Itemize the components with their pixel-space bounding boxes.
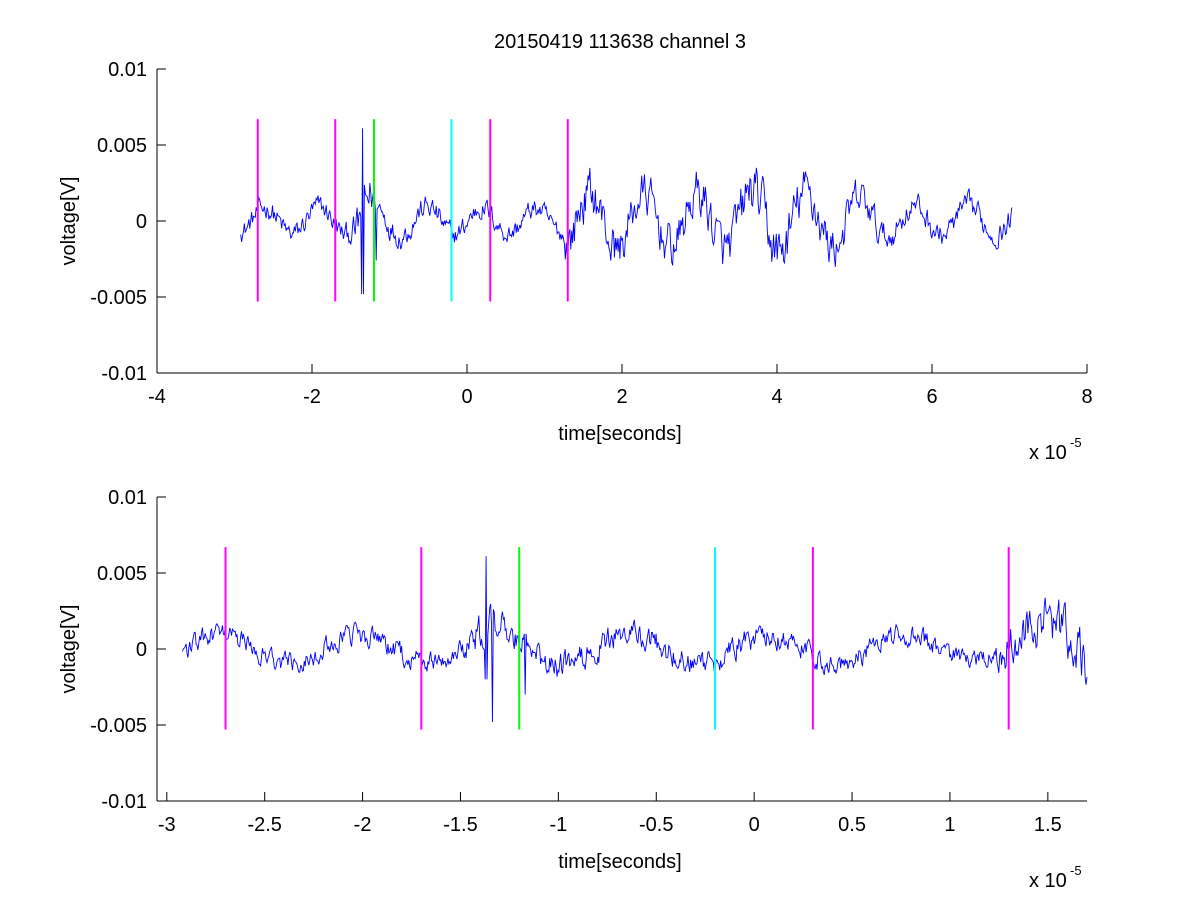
x-tick-label: -4 [148,386,166,408]
x-tick-label: -0.5 [639,814,673,836]
figure-title: 20150419 113638 channel 3 [494,31,746,53]
top-subplot: -0.01 -0.005 0 0.005 0.01 -4 -2 0 2 4 6 8 time[secon… [58,59,1093,464]
x-tick-label: -2 [303,386,321,408]
x-tick-label: 1 [944,814,955,836]
y-tick-label: -0.01 [101,363,147,385]
x-tick-label: 0 [749,814,760,836]
x-tick-label: 6 [926,386,937,408]
x-tick-label: -2.5 [247,814,281,836]
x-tick-label: -2 [354,814,372,836]
x-tick-label: 2 [616,386,627,408]
y-tick-label: 0.005 [97,135,147,157]
y-tick-label: 0 [136,211,147,233]
y-tick-label: -0.01 [101,791,147,813]
x-multiplier-label: x 10 [1029,870,1067,892]
bottom-subplot: -0.01 -0.005 0 0.005 0.01 -3 -2.5 -2 -1.5 -1 -0.5 0… [58,487,1088,892]
x-multiplier-label: x 10 [1029,442,1067,464]
x-tick-label: 0 [461,386,472,408]
x-tick-label: 0.5 [838,814,866,836]
x-tick-label: -1.5 [443,814,477,836]
y-tick-label: 0.01 [108,487,147,509]
x-multiplier-exponent: -5 [1070,863,1082,878]
x-tick-label: 4 [771,386,782,408]
y-tick-label: 0.005 [97,563,147,585]
x-tick-label: 1.5 [1034,814,1062,836]
y-tick-label: 0.01 [108,59,147,81]
x-tick-label: 8 [1081,386,1092,408]
x-tick-label: -3 [158,814,176,836]
x-multiplier-exponent: -5 [1070,435,1082,450]
x-tick-label: -1 [549,814,567,836]
signal-series-line [182,556,1088,722]
x-axis-label: time[seconds] [558,851,681,873]
signal-series-line [240,128,1013,294]
y-tick-label: -0.005 [90,715,147,737]
y-axis-label: voltage[V] [58,177,80,266]
x-axis-label: time[seconds] [558,423,681,445]
y-tick-label: 0 [136,639,147,661]
y-tick-label: -0.005 [90,287,147,309]
y-axis-label: voltage[V] [58,605,80,694]
